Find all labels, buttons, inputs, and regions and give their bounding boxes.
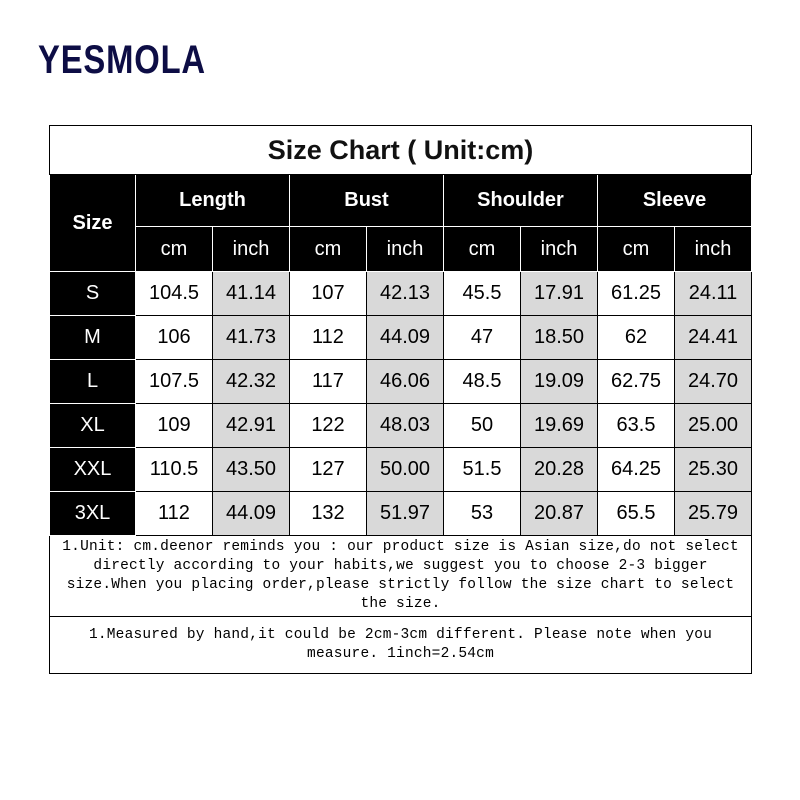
table-row: XL 109 42.91 122 48.03 50 19.69 63.5 25.00 — [49, 403, 753, 448]
table-cell: 112 — [135, 491, 213, 536]
table-cell: 106 — [135, 315, 213, 360]
table-row: XXL 110.5 43.50 127 50.00 51.5 20.28 64.25 25.30 — [49, 447, 753, 492]
table-cell: 50 — [443, 403, 521, 448]
table-row: 3XL 112 44.09 132 51.97 53 20.87 65.5 25.79 — [49, 491, 753, 536]
size-chart-table: Size Chart ( Unit:cm) Size Length Bust Sho… — [48, 125, 753, 674]
unit-header-cm: cm — [135, 226, 213, 272]
table-cell: 50.00 — [366, 447, 444, 492]
table-cell: 44.09 — [212, 491, 290, 536]
size-label: 3XL — [49, 491, 136, 536]
header-shoulder: Shoulder — [443, 174, 598, 227]
table-cell: 107.5 — [135, 359, 213, 404]
table-cell: 62.75 — [597, 359, 675, 404]
table-cell: 127 — [289, 447, 367, 492]
size-label: S — [49, 271, 136, 316]
table-cell: 24.41 — [673, 315, 753, 360]
table-cell: 104.5 — [135, 271, 213, 316]
unit-header-inch: inch — [212, 226, 290, 272]
table-row: M 106 41.73 112 44.09 47 18.50 62 24.41 — [49, 315, 753, 360]
unit-header-inch: inch — [520, 226, 598, 272]
table-cell: 47 — [443, 315, 521, 360]
table-cell: 51.5 — [443, 447, 521, 492]
table-cell: 20.87 — [520, 491, 598, 536]
unit-header-inch: inch — [366, 226, 444, 272]
header-bust: Bust — [289, 174, 444, 227]
table-cell: 62 — [597, 315, 675, 360]
size-label: L — [49, 359, 136, 404]
table-cell: 63.5 — [597, 403, 675, 448]
table-cell: 42.13 — [366, 271, 444, 316]
table-cell: 42.91 — [212, 403, 290, 448]
table-cell: 112 — [289, 315, 367, 360]
unit-header-inch: inch — [673, 226, 753, 272]
table-cell: 24.70 — [673, 359, 753, 404]
table-cell: 42.32 — [212, 359, 290, 404]
table-cell: 65.5 — [597, 491, 675, 536]
table-cell: 53 — [443, 491, 521, 536]
table-cell: 48.03 — [366, 403, 444, 448]
table-cell: 45.5 — [443, 271, 521, 316]
table-cell: 51.97 — [366, 491, 444, 536]
unit-header-cm: cm — [597, 226, 675, 272]
table-cell: 110.5 — [135, 447, 213, 492]
table-cell: 41.73 — [212, 315, 290, 360]
table-cell: 18.50 — [520, 315, 598, 360]
size-label: XL — [49, 403, 136, 448]
unit-header-cm: cm — [289, 226, 367, 272]
table-cell: 25.00 — [673, 403, 753, 448]
table-cell: 20.28 — [520, 447, 598, 492]
size-label: M — [49, 315, 136, 360]
table-cell: 61.25 — [597, 271, 675, 316]
table-cell: 17.91 — [520, 271, 598, 316]
table-cell: 41.14 — [212, 271, 290, 316]
table-cell: 122 — [289, 403, 367, 448]
size-header: Size — [49, 174, 136, 272]
table-cell: 19.69 — [520, 403, 598, 448]
table-cell: 44.09 — [366, 315, 444, 360]
table-cell: 43.50 — [212, 447, 290, 492]
chart-title: Size Chart ( Unit:cm) — [48, 125, 753, 175]
table-cell: 107 — [289, 271, 367, 316]
table-row: S 104.5 41.14 107 42.13 45.5 17.91 61.25 24.11 — [49, 271, 753, 316]
table-cell: 25.79 — [673, 491, 753, 536]
table-row: L 107.5 42.32 117 46.06 48.5 19.09 62.75 24.70 — [49, 359, 753, 404]
brand-logo: YESMOLA — [38, 38, 206, 82]
unit-header-cm: cm — [443, 226, 521, 272]
header-length: Length — [135, 174, 290, 227]
table-cell: 46.06 — [366, 359, 444, 404]
table-cell: 64.25 — [597, 447, 675, 492]
table-cell: 25.30 — [673, 447, 753, 492]
table-cell: 117 — [289, 359, 367, 404]
size-label: XXL — [49, 447, 136, 492]
note-measurement: 1.Measured by hand,it could be 2cm-3cm d… — [48, 616, 753, 674]
table-cell: 48.5 — [443, 359, 521, 404]
table-cell: 132 — [289, 491, 367, 536]
table-cell: 19.09 — [520, 359, 598, 404]
note-size-advice: 1.Unit: cm.deenor reminds you : our prod… — [48, 535, 753, 617]
table-cell: 109 — [135, 403, 213, 448]
table-cell: 24.11 — [673, 271, 753, 316]
header-sleeve: Sleeve — [596, 174, 753, 227]
